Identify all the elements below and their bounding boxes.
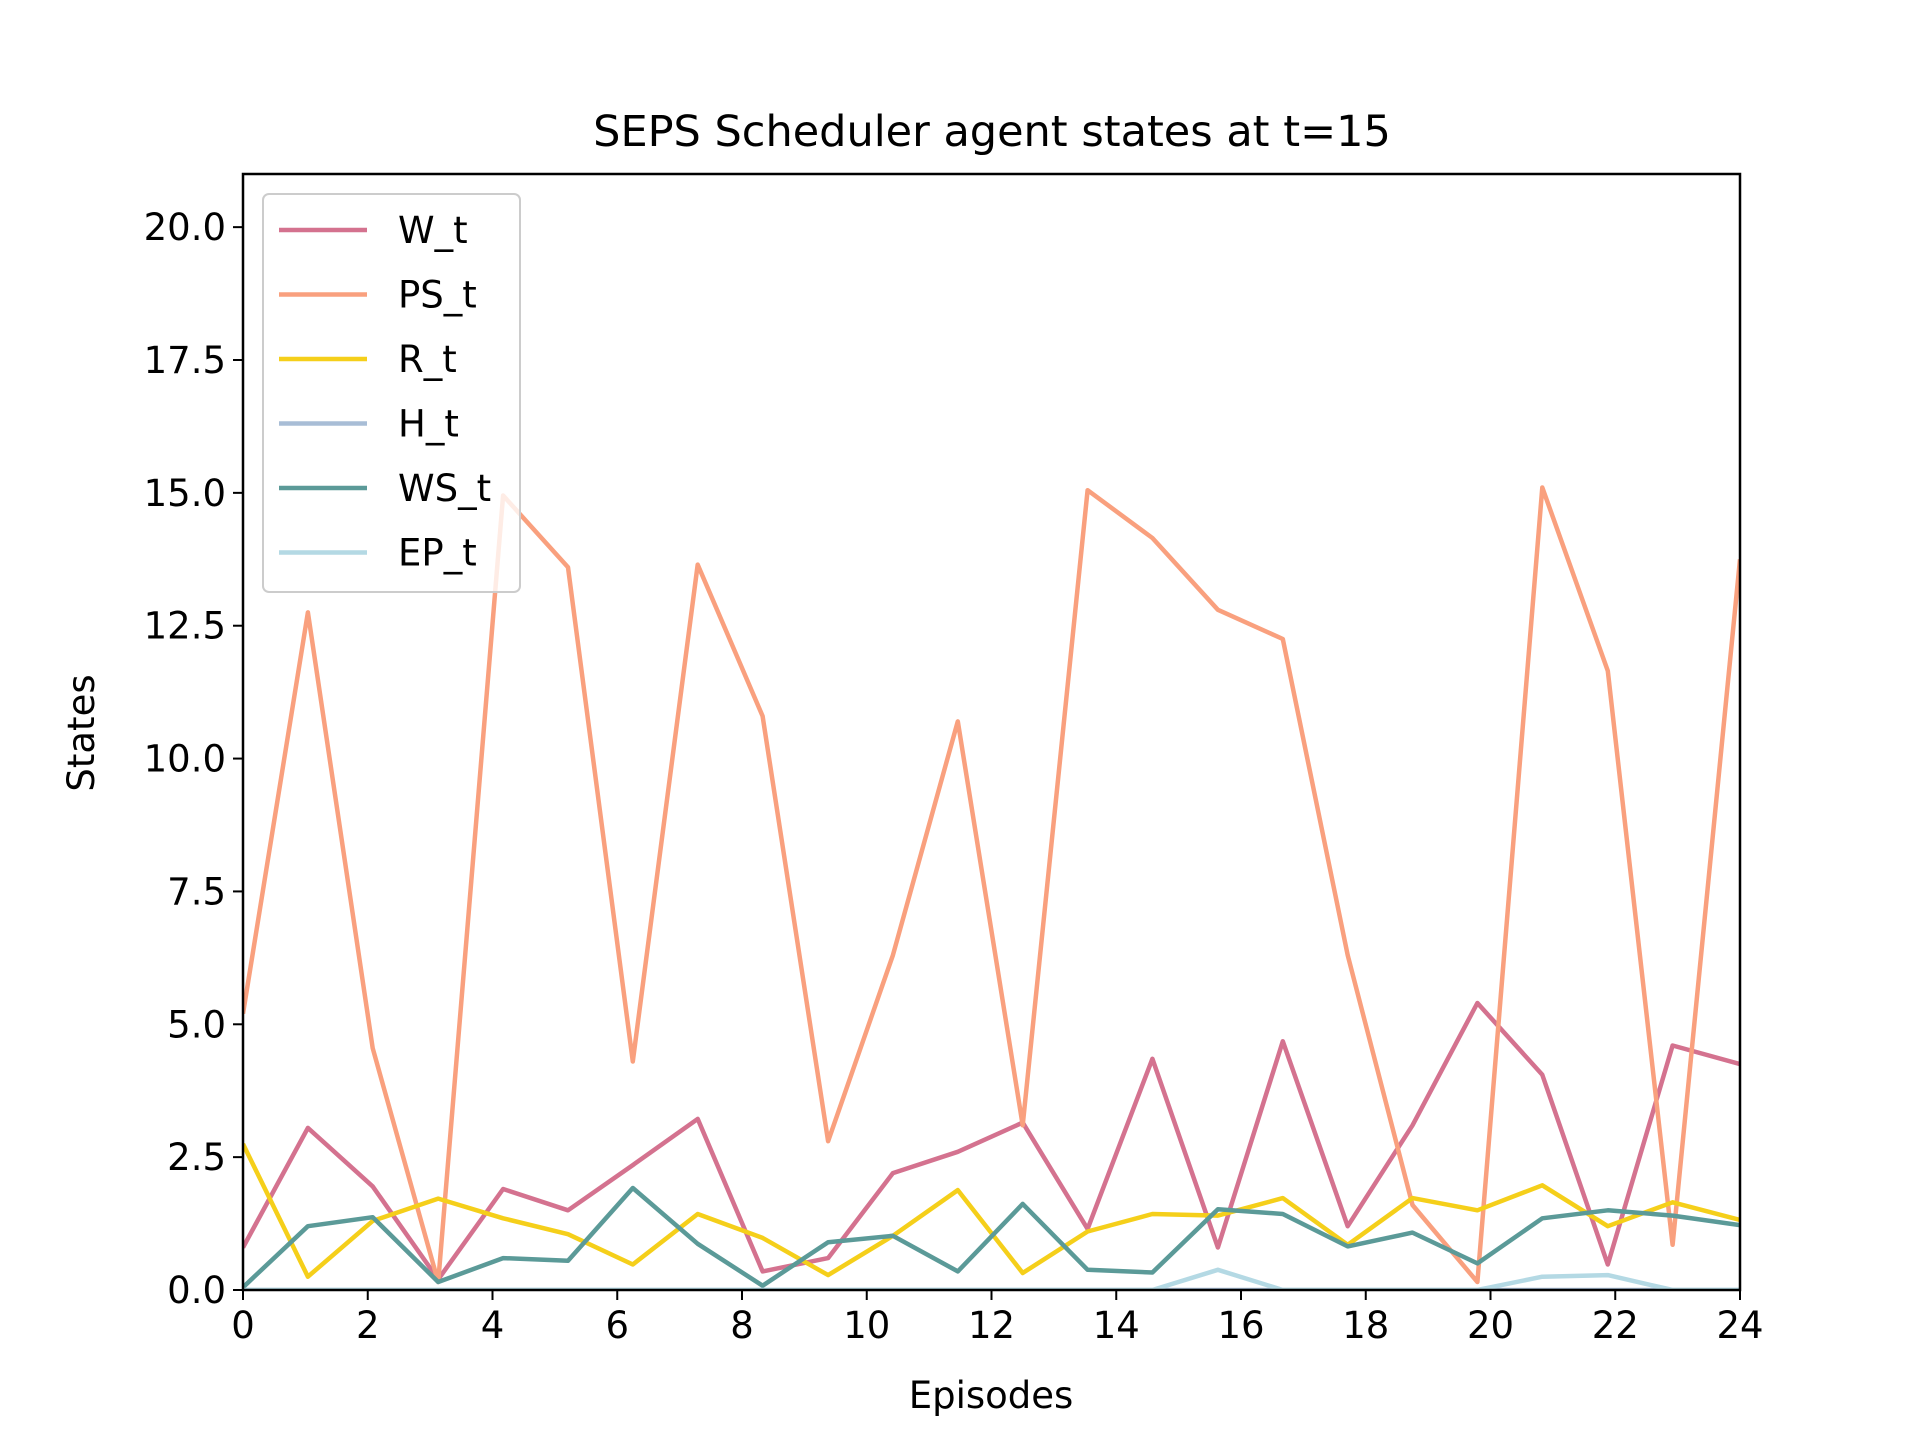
legend-label: PS_t	[398, 274, 477, 317]
legend-box	[262, 193, 521, 593]
legend-label: EP_t	[398, 532, 477, 575]
series-line-ps-t	[243, 485, 1740, 1285]
y-tick-label: 0.0	[167, 1269, 226, 1312]
x-tick-label: 16	[1217, 1304, 1264, 1347]
legend-label: H_t	[398, 403, 459, 446]
y-axis: 0.0 2.5 5.0 7.5 10.0 12.5 15.0 17.5 20.0	[144, 206, 243, 1312]
y-tick-label: 12.5	[144, 605, 226, 648]
y-tick-label: 15.0	[144, 472, 226, 515]
y-tick-label: 17.5	[144, 339, 226, 382]
x-tick-label: 10	[843, 1304, 890, 1347]
x-tick-label: 20	[1467, 1304, 1514, 1347]
plot-lines	[243, 485, 1740, 1290]
x-tick-label: 24	[1716, 1304, 1763, 1347]
x-tick-label: 0	[231, 1304, 255, 1347]
x-axis-label: Episodes	[909, 1374, 1074, 1417]
series-line-ws-t	[243, 1185, 1740, 1289]
x-tick-label: 18	[1342, 1304, 1389, 1347]
series-line-w-t	[243, 1000, 1740, 1282]
x-tick-label: 2	[356, 1304, 380, 1347]
chart-title: SEPS Scheduler agent states at t=15	[593, 107, 1391, 157]
y-tick-label: 5.0	[167, 1003, 226, 1046]
y-axis-label: States	[60, 674, 103, 791]
y-tick-label: 10.0	[144, 738, 226, 781]
x-tick-label: 12	[968, 1304, 1015, 1347]
series-line-r-t	[243, 1142, 1740, 1279]
legend-label: WS_t	[398, 467, 491, 510]
legend: W_t PS_t R_t H_t WS_t EP_t	[262, 193, 521, 593]
legend-label: W_t	[398, 209, 468, 252]
y-tick-label: 20.0	[144, 206, 226, 249]
series-line-ep-t	[243, 1267, 1740, 1290]
y-tick-label: 2.5	[167, 1136, 226, 1179]
legend-label: R_t	[398, 338, 457, 381]
x-tick-label: 4	[481, 1304, 505, 1347]
x-tick-label: 22	[1592, 1304, 1639, 1347]
x-tick-label: 14	[1093, 1304, 1140, 1347]
x-tick-label: 8	[730, 1304, 754, 1347]
y-tick-label: 7.5	[167, 870, 226, 913]
x-tick-label: 6	[605, 1304, 629, 1347]
x-axis: 0 2 4 6 8 10 12 14 16 18 20 22 24	[231, 1290, 1764, 1347]
